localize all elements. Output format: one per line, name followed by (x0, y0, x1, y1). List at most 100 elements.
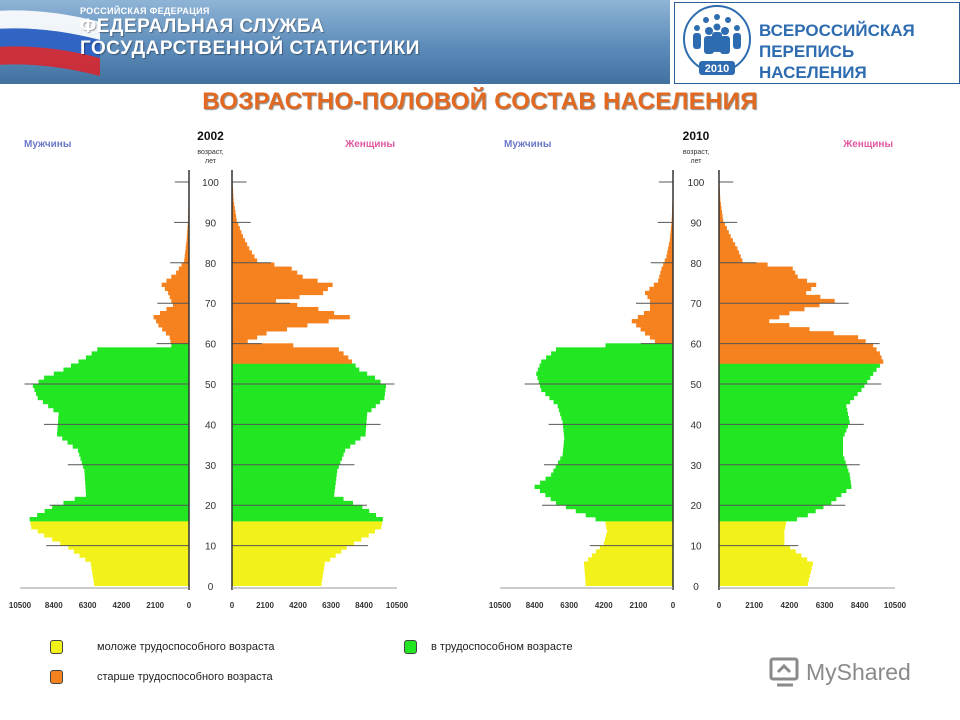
female-bar-age-24 (719, 484, 852, 490)
male-bar-age-80 (184, 258, 189, 263)
male-bar-age-47 (36, 391, 189, 397)
female-bar-age-83 (719, 246, 738, 251)
male-bar-age-21 (74, 496, 189, 502)
age-tick-label-0: 0 (208, 582, 214, 593)
female-bar-age-59 (719, 343, 874, 348)
age-tick-label-70: 70 (205, 299, 217, 310)
male-bar-age-73 (164, 286, 189, 292)
male-bar-age-65 (631, 319, 673, 324)
male-bar-age-85 (669, 238, 673, 243)
pyramid-2010: 0 10 20 30 40 50 60 70 80 90 100 10500 10500 8400 8400… (489, 129, 907, 610)
female-bar-age-79 (232, 262, 275, 267)
female-bar-age-94 (232, 201, 235, 207)
male-bar-age-59 (171, 343, 189, 348)
female-bar-age-71 (232, 294, 300, 300)
male-bar-age-62 (165, 331, 189, 336)
female-bar-age-76 (719, 274, 798, 279)
female-bar-age-48 (719, 387, 862, 393)
age-tick-label-100: 100 (202, 178, 219, 189)
female-x-tick-8400: 8400 (851, 601, 869, 610)
male-bar-age-41 (561, 416, 673, 421)
female-bar-age-36 (719, 436, 844, 441)
female-bar-age-58 (719, 347, 877, 352)
male-bar-age-51 (44, 375, 190, 380)
male-bar-age-70 (171, 298, 189, 304)
male-x-tick-0: 0 (187, 601, 192, 610)
census-emblem-icon: 2010 (683, 5, 751, 75)
agency-line-1: РОССИЙСКАЯ ФЕДЕРАЦИЯ (80, 6, 210, 16)
male-x-tick-8400: 8400 (45, 601, 63, 610)
male-bar-age-51 (537, 375, 673, 380)
female-bar-age-37 (719, 432, 845, 437)
male-bar-age-63 (162, 327, 189, 332)
female-bar-age-15 (719, 521, 787, 526)
female-bar-age-40 (232, 420, 367, 425)
male-bar-age-44 (557, 403, 673, 409)
male-bar-age-22 (545, 492, 673, 498)
male-bar-age-88 (670, 226, 673, 231)
male-bar-age-32 (562, 452, 673, 457)
female-bar-age-53 (232, 367, 360, 372)
male-bar-age-14 (606, 525, 673, 530)
male-bar-age-87 (187, 230, 189, 235)
female-bar-age-94 (719, 201, 721, 207)
male-bar-age-7 (591, 553, 673, 558)
page-title: ВОЗРАСТНО-ПОЛОВОЙ СОСТАВ НАСЕЛЕНИЯ (202, 88, 758, 115)
male-bar-age-76 (659, 274, 673, 279)
male-x-tick-2100: 2100 (630, 601, 648, 610)
male-bar-age-38 (57, 428, 189, 433)
female-bar-age-34 (719, 444, 844, 449)
agency-line-2: ФЕДЕРАЛЬНАЯ СЛУЖБА (80, 16, 325, 37)
male-bar-age-58 (556, 347, 673, 352)
female-bar-age-64 (232, 323, 308, 328)
male-bar-age-19 (52, 504, 189, 510)
female-bar-age-12 (232, 533, 369, 538)
female-bar-age-22 (719, 492, 842, 498)
female-bar-age-29 (232, 464, 339, 469)
female-bar-age-43 (719, 407, 848, 413)
male-bar-age-4 (91, 565, 189, 570)
male-bar-age-42 (560, 411, 673, 417)
female-bar-age-51 (719, 375, 871, 380)
male-bar-age-29 (555, 464, 673, 469)
female-x-tick-6300: 6300 (322, 601, 340, 610)
female-bar-age-89 (232, 222, 239, 227)
age-axis-label-unit: лет (205, 158, 217, 165)
male-bar-age-6 (587, 557, 673, 562)
female-bar-age-4 (232, 565, 325, 570)
female-bar-age-14 (232, 525, 382, 530)
male-bar-age-83 (668, 246, 673, 251)
female-bar-age-50 (719, 379, 868, 384)
female-bar-age-75 (232, 278, 318, 283)
male-bar-age-23 (539, 488, 673, 494)
male-bar-age-21 (550, 496, 673, 502)
watermark: MyShared (768, 656, 911, 688)
female-bar-age-45 (232, 399, 381, 405)
female-bar-age-57 (719, 351, 880, 356)
male-bar-age-26 (84, 476, 189, 481)
female-bar-age-68 (719, 306, 805, 312)
male-bar-age-46 (549, 395, 673, 401)
female-bar-age-47 (719, 391, 858, 397)
female-bar-age-38 (232, 428, 366, 433)
male-bar-age-11 (604, 537, 673, 542)
age-tick-label-50: 50 (205, 380, 217, 391)
male-bar-age-72 (644, 290, 673, 296)
legend-swatch-old (50, 670, 63, 684)
male-bar-age-63 (640, 327, 673, 332)
male-bar-age-4 (584, 565, 673, 570)
male-bar-age-30 (557, 460, 673, 465)
female-bar-age-39 (719, 424, 849, 429)
female-bar-age-56 (232, 355, 349, 360)
male-bar-age-62 (644, 331, 673, 336)
age-tick-label-10: 10 (690, 542, 702, 553)
female-bar-age-35 (232, 440, 356, 445)
age-tick-label-20: 20 (205, 501, 217, 512)
male-bar-age-29 (83, 464, 189, 469)
female-bar-age-63 (232, 327, 287, 332)
female-bar-age-32 (232, 452, 344, 457)
female-bar-age-79 (719, 262, 768, 267)
female-bar-age-73 (719, 286, 812, 292)
male-bar-age-56 (546, 355, 673, 360)
